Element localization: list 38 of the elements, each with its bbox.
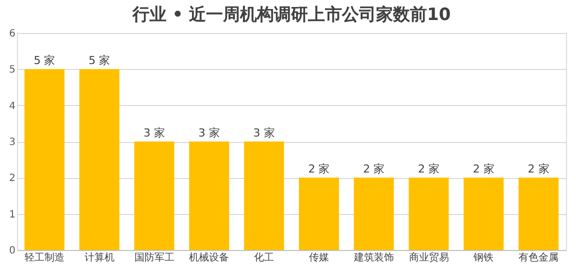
x-tick-label: 商业贸易 xyxy=(408,252,449,264)
bar xyxy=(298,178,339,250)
data-label: 2 家 xyxy=(528,162,550,176)
x-tick-label: 计算机 xyxy=(84,252,114,264)
bar xyxy=(354,178,394,250)
chart-title: 行业 • 近一周机构调研上市公司家数前10 xyxy=(131,5,451,25)
data-label: 2 家 xyxy=(418,162,440,176)
bar xyxy=(518,178,559,250)
data-label: 3 家 xyxy=(144,126,165,140)
bar xyxy=(79,69,120,250)
x-tick-label: 建筑装饰 xyxy=(352,252,394,264)
bar xyxy=(134,142,174,250)
x-tick-label: 机械设备 xyxy=(189,252,230,264)
x-tick-label: 化工 xyxy=(254,252,274,264)
data-label: 2 家 xyxy=(363,162,385,176)
bar xyxy=(408,178,449,250)
x-tick-label: 轻工制造 xyxy=(24,252,64,264)
data-label: 3 家 xyxy=(198,126,220,140)
bar xyxy=(24,69,64,250)
x-tick-label: 传媒 xyxy=(308,252,329,264)
y-tick-label: 4 xyxy=(9,100,16,112)
y-tick-label: 6 xyxy=(9,28,16,40)
y-tick-label: 5 xyxy=(9,64,16,76)
data-label: 2 家 xyxy=(308,162,330,176)
x-tick-label: 国防军工 xyxy=(134,252,174,264)
x-tick-label: 钢铁 xyxy=(472,252,494,264)
y-tick-label: 2 xyxy=(9,173,16,184)
data-label: 5 家 xyxy=(34,54,56,68)
y-tick-label: 1 xyxy=(9,209,16,220)
bar xyxy=(464,178,504,250)
data-label: 3 家 xyxy=(253,126,275,140)
bar xyxy=(244,142,284,250)
x-tick-label: 有色金属 xyxy=(518,252,559,264)
y-tick-label: 0 xyxy=(9,246,16,256)
bar xyxy=(189,142,230,250)
data-label: 5 家 xyxy=(88,54,110,68)
data-label: 2 家 xyxy=(472,162,494,176)
y-tick-label: 3 xyxy=(9,137,16,148)
